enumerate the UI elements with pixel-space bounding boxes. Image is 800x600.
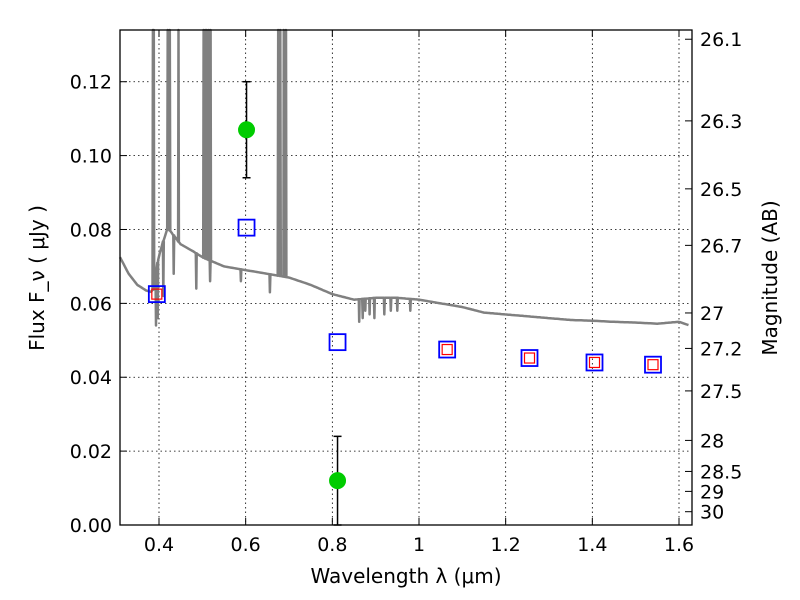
model-red-square bbox=[151, 288, 163, 300]
y-tick-label: 0.02 bbox=[70, 441, 112, 463]
model-blue-square bbox=[438, 340, 457, 359]
plot-frame bbox=[119, 29, 693, 526]
spectrum-layer bbox=[118, 28, 689, 327]
right-axis-title: Magnitude (AB) bbox=[758, 200, 782, 355]
right-tick-label: 26.5 bbox=[700, 179, 742, 201]
x-tick-label: 0.4 bbox=[144, 534, 174, 556]
model-blue-square bbox=[520, 349, 539, 367]
right-tick-label: 28.5 bbox=[700, 461, 742, 483]
y-tick-label: 0.12 bbox=[70, 72, 112, 94]
right-tick-label: 27 bbox=[700, 303, 724, 325]
model-blue-square bbox=[237, 218, 256, 237]
right-tick-label: 27.5 bbox=[700, 381, 742, 403]
x-tick-label: 0.6 bbox=[231, 534, 261, 556]
model-red-square bbox=[523, 352, 536, 364]
model-blue-square bbox=[585, 353, 604, 372]
model-blue-square bbox=[328, 333, 347, 352]
x-axis-title: Wavelength λ (μm) bbox=[310, 564, 501, 588]
right-tick-label: 26.7 bbox=[700, 235, 742, 257]
model-red-square bbox=[647, 359, 659, 371]
x-tick-label: 1.2 bbox=[491, 534, 521, 556]
tick-layer: 0.4 0.6 0.8 1 1.2 1.4 1.6 0.00 0.02 0.04 0.06 0.08 0… bbox=[70, 29, 743, 556]
y-tick-label: 0.04 bbox=[70, 367, 112, 389]
model-blue-square bbox=[147, 285, 166, 304]
spectrum-line bbox=[118, 28, 689, 327]
y-tick-label: 0.08 bbox=[70, 219, 112, 241]
model-red-square bbox=[441, 343, 453, 356]
x-tick-label: 1 bbox=[413, 534, 425, 556]
marker-layer bbox=[147, 80, 662, 526]
right-tick-label: 29 bbox=[700, 481, 724, 503]
right-tick-label: 26.1 bbox=[700, 29, 742, 51]
observed-point bbox=[238, 121, 256, 139]
x-tick-label: 1.4 bbox=[577, 534, 607, 556]
x-tick-label: 1.6 bbox=[664, 534, 694, 556]
grid-lines bbox=[120, 30, 692, 526]
y-tick-label: 0.10 bbox=[70, 146, 112, 168]
right-tick-label: 26.3 bbox=[700, 111, 742, 133]
x-tick-label: 0.8 bbox=[317, 534, 347, 556]
model-blue-square bbox=[644, 355, 662, 374]
right-tick-label: 27.2 bbox=[700, 338, 742, 360]
observed-point bbox=[329, 472, 347, 490]
y-axis-title: Flux F_ν ( μJy ) bbox=[25, 205, 49, 351]
right-tick-label: 30 bbox=[700, 502, 724, 524]
model-red-square bbox=[588, 356, 601, 369]
y-tick-label: 0.06 bbox=[70, 293, 112, 315]
y-tick-label: 0.00 bbox=[70, 515, 112, 537]
right-tick-label: 28 bbox=[700, 430, 724, 452]
